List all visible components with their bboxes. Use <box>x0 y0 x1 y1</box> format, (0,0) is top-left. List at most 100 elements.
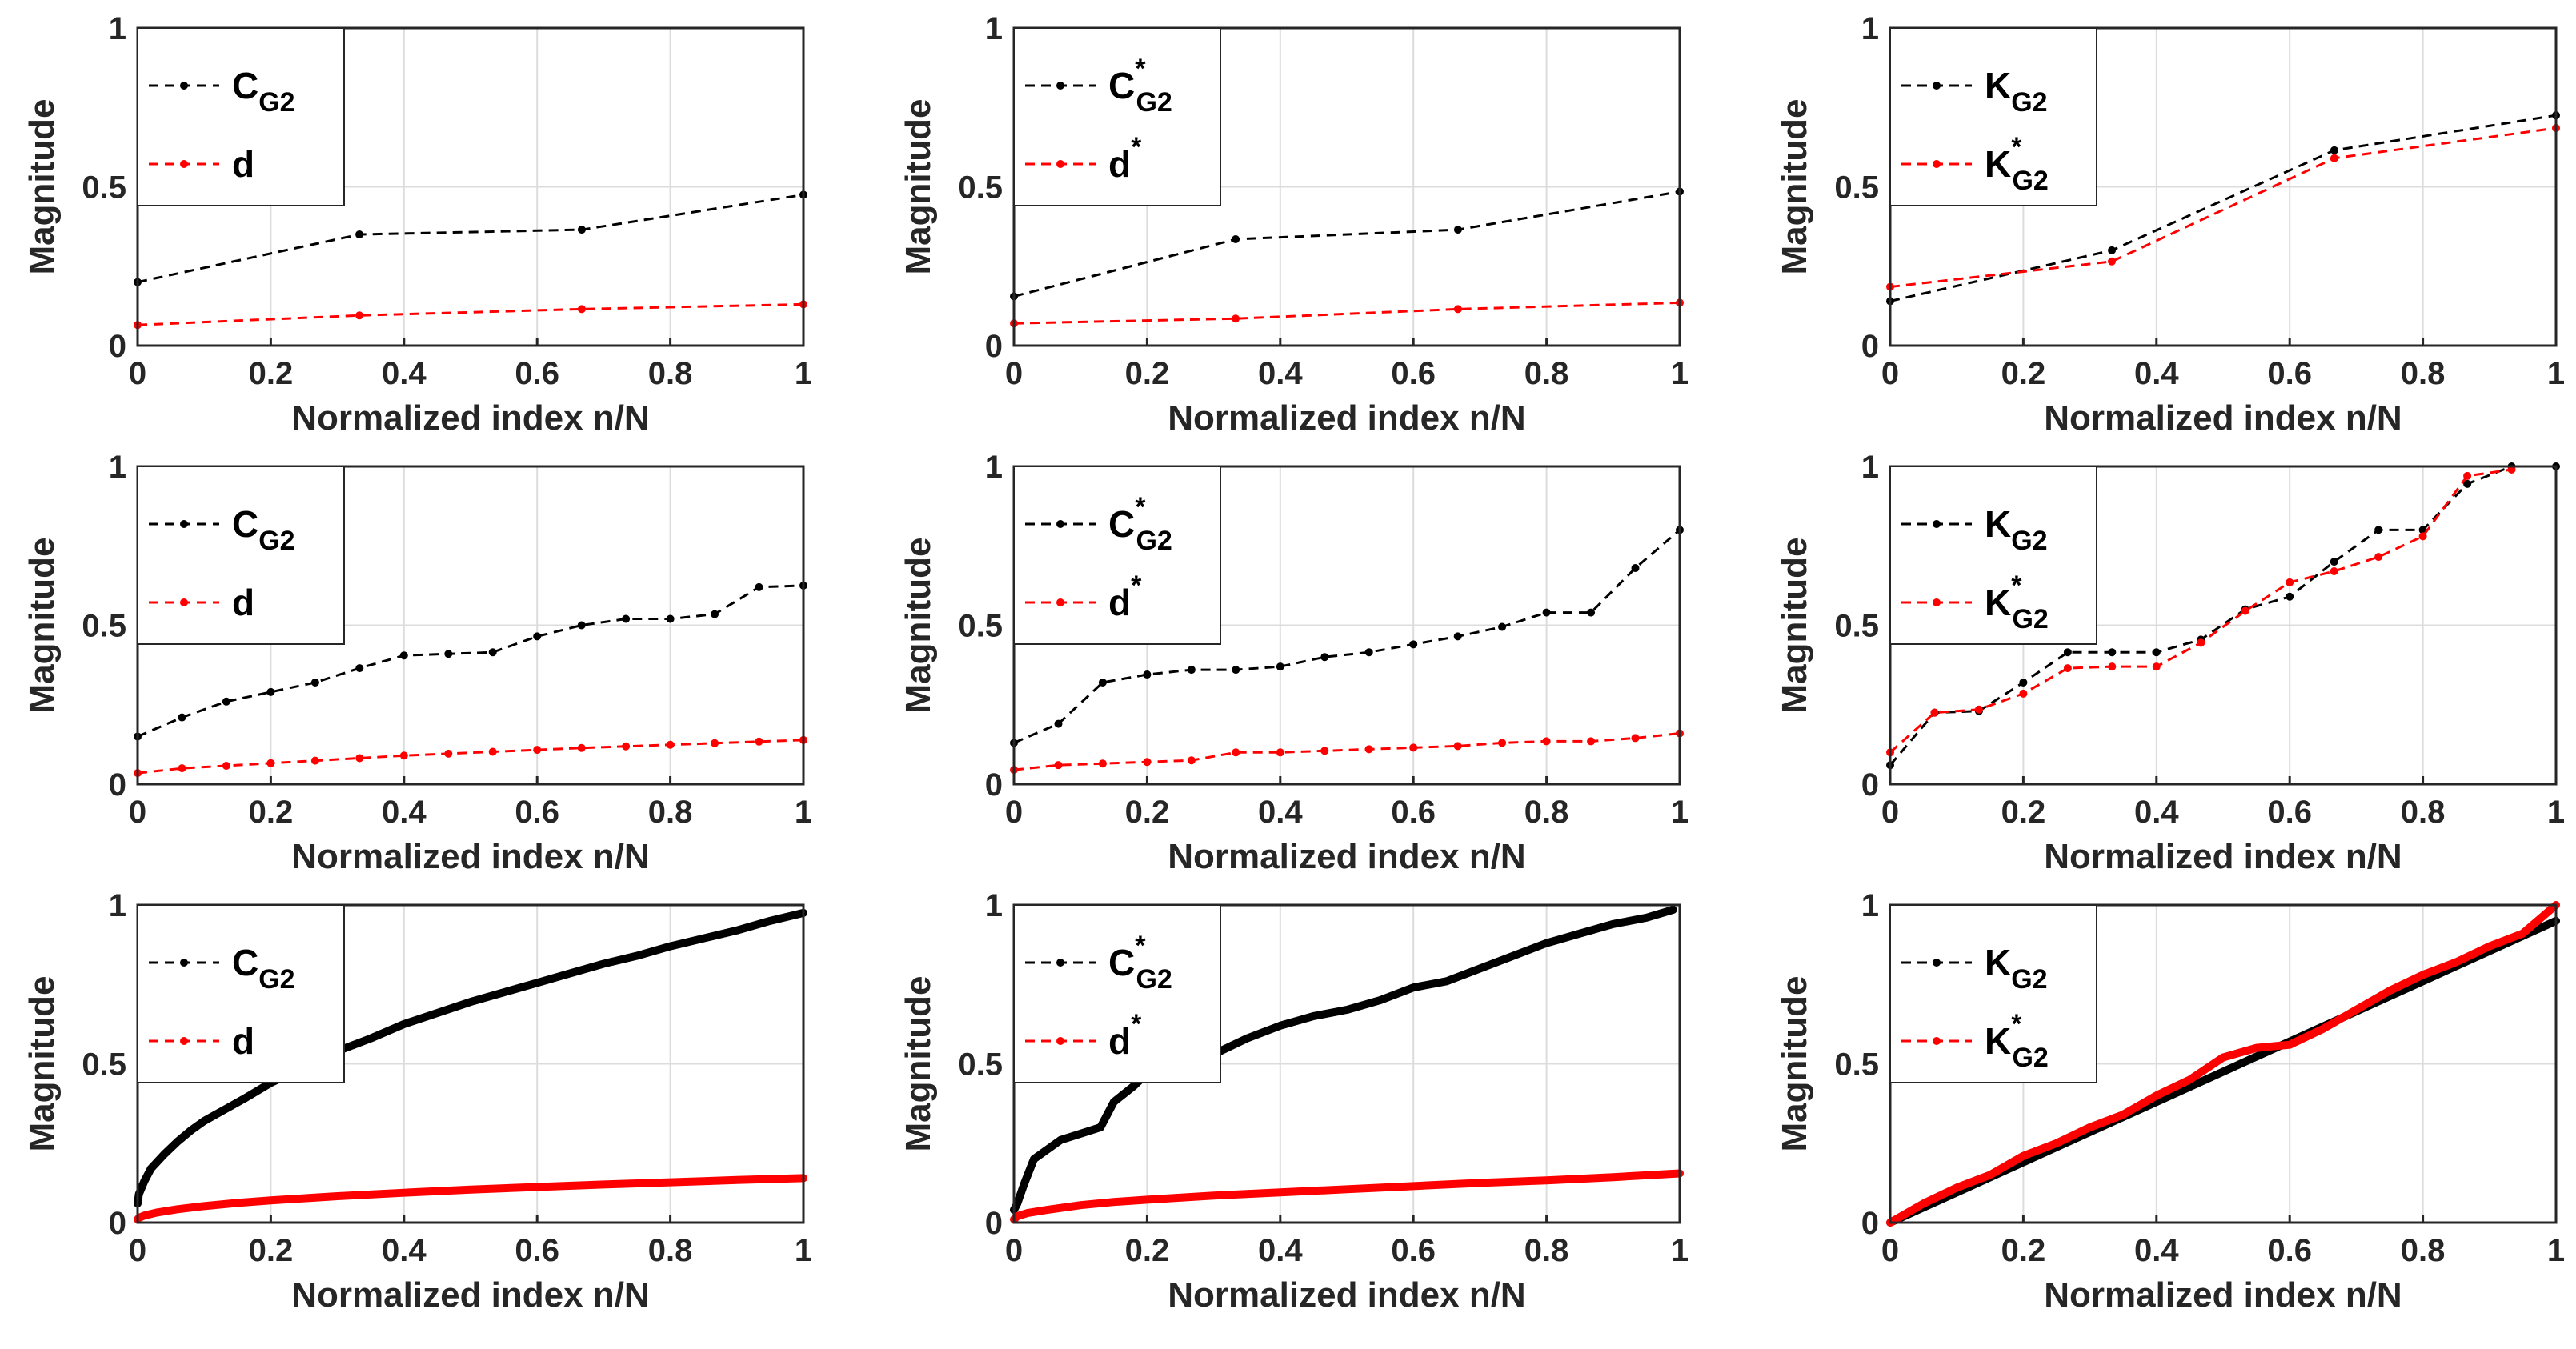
legend-marker-K_G2 <box>1933 520 1941 528</box>
x-tick-label: 0.8 <box>648 795 693 830</box>
data-point <box>1631 734 1640 743</box>
data-point <box>2463 479 2472 488</box>
data-point <box>2330 154 2338 162</box>
legend-label-C*_G2: C* G2 <box>1108 54 1172 118</box>
data-point <box>1276 748 1284 757</box>
legend: C* G2d* <box>1013 27 1221 206</box>
series-line <box>137 193 804 284</box>
series-K_G2 <box>1886 111 2560 306</box>
series-C_G2 <box>134 908 807 1208</box>
series-line <box>1010 1169 1684 1224</box>
x-tick-label: 0.4 <box>382 356 427 391</box>
x-tick-label: 0.6 <box>2267 1233 2312 1268</box>
y-tick-label: 1 <box>985 11 1003 46</box>
series-d <box>134 1174 807 1224</box>
legend-marker-K*_G2 <box>1933 598 1941 606</box>
data-point <box>178 764 186 773</box>
legend-box <box>1013 27 1221 206</box>
legend-box <box>1889 466 2097 645</box>
legend-sub: G2 <box>1136 87 1172 118</box>
y-tick-label: 0.5 <box>1834 609 1879 644</box>
x-tick-label: 0.6 <box>1391 1233 1436 1268</box>
y-tick-label: 0 <box>109 1206 126 1241</box>
x-tick-label: 0.4 <box>1258 1233 1303 1268</box>
data-point <box>1054 761 1063 770</box>
data-point <box>222 761 230 770</box>
data-point <box>2330 146 2338 154</box>
x-tick-label: 0.2 <box>249 1233 294 1268</box>
y-tick-label: 0 <box>109 767 126 803</box>
legend-sup: * <box>1131 570 1142 601</box>
legend-main: K <box>1985 143 2011 185</box>
data-point <box>1453 632 1462 641</box>
panel-row3-col3: 0 0.2 0.4 0.6 0.8 1 0 0.5 1 Normalized index n/N M… <box>1775 888 2565 1315</box>
data-point <box>1232 314 1240 323</box>
data-point <box>1098 759 1107 768</box>
y-tick-label: 0 <box>985 767 1003 803</box>
legend-main: C <box>1108 65 1135 106</box>
data-point <box>1276 662 1284 671</box>
data-point <box>577 305 586 314</box>
data-point <box>1098 678 1107 687</box>
legend-main: C <box>232 503 258 545</box>
data-point <box>2063 648 2072 657</box>
y-tick-label: 0 <box>985 1206 1003 1241</box>
legend-box <box>137 904 345 1083</box>
data-point <box>1631 564 1640 573</box>
legend-main: K <box>1985 1020 2011 1062</box>
panel-row2-col2: 0 0.2 0.4 0.6 0.8 1 0 0.5 1 Normalized index n/N M… <box>899 450 1689 876</box>
x-tick-label: 0.4 <box>2134 356 2179 391</box>
data-point <box>355 311 364 320</box>
y-axis-label: Magnitude <box>1775 99 1814 275</box>
y-tick-label: 0 <box>1861 329 1879 364</box>
legend-sub: G2 <box>2011 87 2047 118</box>
x-tick-label: 0 <box>129 795 146 830</box>
x-tick-label: 0.4 <box>382 795 427 830</box>
x-tick-label: 0.4 <box>1258 795 1303 830</box>
legend-label-d: d <box>232 582 254 623</box>
x-tick-label: 0.8 <box>2401 1233 2446 1268</box>
series-C*_G2 <box>1010 526 1684 747</box>
x-tick-label: 0.8 <box>648 1233 693 1268</box>
x-tick-label: 1 <box>1671 795 1689 830</box>
x-tick-label: 0.2 <box>1125 1233 1170 1268</box>
legend-box <box>137 466 345 645</box>
panel-row3-col2: 0 0.2 0.4 0.6 0.8 1 0 0.5 1 Normalized index n/N M… <box>899 888 1689 1315</box>
data-point <box>1498 739 1507 747</box>
series-K*_G2 <box>1886 901 2560 1227</box>
data-point <box>1364 648 1373 657</box>
data-point <box>355 664 364 673</box>
series-line <box>1886 901 2560 1227</box>
x-axis-label: Normalized index n/N <box>2044 398 2402 438</box>
y-tick-label: 0.5 <box>1834 170 1879 206</box>
x-tick-label: 1 <box>1671 1233 1689 1268</box>
data-point <box>2241 606 2249 615</box>
y-axis-label: Magnitude <box>22 538 62 714</box>
data-point <box>2152 662 2161 671</box>
x-tick-label: 0.8 <box>2401 795 2446 830</box>
data-point <box>1232 235 1240 244</box>
x-tick-label: 0 <box>1881 1233 1899 1268</box>
x-tick-label: 0 <box>1005 356 1023 391</box>
legend-label-C*_G2: C* G2 <box>1108 492 1172 556</box>
data-point <box>2063 664 2072 673</box>
x-tick-label: 0.6 <box>515 356 559 391</box>
legend-label-C_G2: CG2 <box>232 503 295 556</box>
data-point <box>1409 640 1418 649</box>
x-tick-label: 0.2 <box>249 356 294 391</box>
x-axis-label: Normalized index n/N <box>291 398 649 438</box>
data-point <box>1453 226 1462 234</box>
x-tick-label: 0.6 <box>515 795 559 830</box>
legend-main: C <box>1108 942 1135 983</box>
data-point <box>1320 747 1329 755</box>
data-point <box>622 742 631 751</box>
legend-box <box>1889 27 2097 206</box>
data-point <box>1143 758 1152 767</box>
x-tick-label: 0.2 <box>2001 1233 2046 1268</box>
x-tick-label: 0.2 <box>2001 356 2046 391</box>
data-point <box>711 739 719 747</box>
